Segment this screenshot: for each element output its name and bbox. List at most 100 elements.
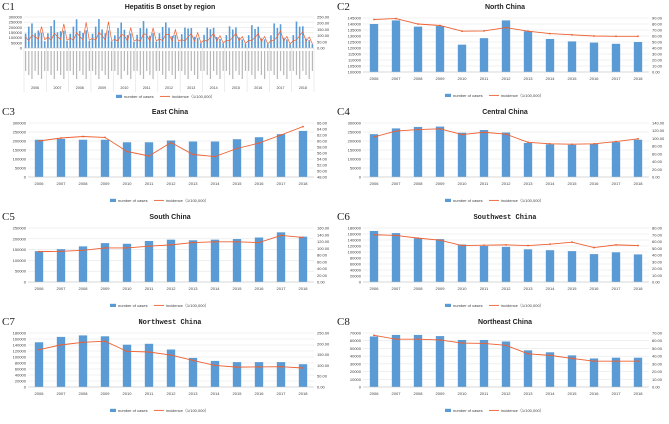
region-axis-label (260, 51, 263, 75)
region-axis-label (232, 51, 234, 79)
bar-number-of-cases (188, 240, 198, 282)
left-axis-tick-label: 250000 (348, 130, 362, 135)
incidence-point (637, 137, 639, 140)
left-axis-tick-label: 60000 (350, 338, 362, 343)
bar-number-of-cases (311, 44, 314, 48)
right-axis-tick-label: 60.00 (652, 151, 663, 156)
year-label: 2008 (79, 391, 89, 396)
region-axis-label (235, 51, 237, 71)
year-label: 2013 (524, 181, 534, 186)
year-label: 2013 (524, 76, 534, 81)
incidence-point (104, 136, 106, 139)
year-label: 2015 (568, 391, 578, 396)
region-axis-label (289, 51, 291, 71)
left-axis-tick-label: 120000 (348, 244, 362, 249)
legend-bars-label: number of cases (453, 93, 483, 98)
incidence-point (571, 33, 573, 36)
region-axis-label (107, 51, 110, 79)
right-axis-tick-label: 50.00 (317, 39, 328, 44)
bar-number-of-cases (567, 144, 577, 177)
panel-c8: C8 Northeast China 0 10000 20000 30000 40000 50… (337, 316, 663, 413)
bar-number-of-cases (203, 34, 205, 48)
year-label: 2013 (189, 286, 199, 291)
region-axis-label (302, 51, 304, 71)
bar-number-of-cases (56, 336, 66, 387)
incidence-point (527, 30, 529, 33)
left-axis-tick-label: 180000 (348, 226, 362, 231)
bar-number-of-cases (24, 33, 27, 48)
region-axis-label (174, 51, 176, 79)
year-label: 2012 (165, 86, 173, 90)
year-label: 2011 (145, 286, 154, 291)
incidence-point (417, 128, 419, 131)
year-label: 2018 (634, 181, 644, 186)
year-label: 2006 (370, 181, 380, 186)
left-axis-tick-label: 135000 (348, 28, 362, 33)
incidence-point (593, 360, 595, 363)
year-label: 2007 (53, 86, 61, 90)
right-axis-tick-label: 20.00 (317, 273, 328, 278)
bar-number-of-cases (545, 39, 555, 72)
year-label: 2011 (480, 76, 489, 81)
left-axis-tick-label: 30000 (350, 361, 362, 366)
chart-title: Southwest China (473, 214, 537, 222)
region-axis-label (270, 51, 272, 71)
legend-bar-swatch (110, 198, 116, 202)
region-axis-label (295, 51, 298, 75)
right-axis-tick-label: 0.00 (317, 385, 326, 390)
region-axis-label (216, 51, 218, 75)
region-axis-label (171, 51, 173, 75)
bar-number-of-cases (78, 30, 81, 48)
bar-number-of-cases (56, 249, 66, 282)
year-label: 2010 (123, 286, 133, 291)
region-axis-label (149, 51, 151, 75)
left-axis-tick-label: 50000 (11, 40, 23, 45)
year-label: 2014 (546, 391, 556, 396)
bar-number-of-cases (63, 30, 65, 48)
bar-number-of-cases (122, 142, 132, 177)
bar-number-of-cases (114, 35, 116, 48)
bar-number-of-cases (72, 26, 75, 48)
bar-number-of-cases (219, 39, 221, 48)
right-axis-tick-label: 100.00 (317, 363, 330, 368)
bar-number-of-cases (238, 37, 240, 48)
region-axis-label (155, 51, 157, 71)
right-axis-tick-label: 250.00 (317, 331, 330, 336)
right-axis-tick-label: 200.00 (317, 21, 330, 26)
year-label: 2006 (35, 391, 45, 396)
bar-number-of-cases (100, 139, 110, 177)
bar-number-of-cases (177, 41, 180, 48)
left-axis-tick-label: 180000 (13, 331, 27, 336)
bar-number-of-cases (457, 132, 467, 177)
bar-number-of-cases (165, 22, 167, 48)
region-axis-label (139, 51, 141, 75)
region-axis-label (111, 51, 113, 71)
bar-number-of-cases (188, 141, 198, 177)
incidence-point (258, 142, 260, 144)
bar-number-of-cases (276, 362, 286, 387)
left-axis-tick-label: 20000 (15, 379, 27, 384)
left-axis-tick-label: 0 (359, 385, 362, 390)
left-axis-tick-label: 100000 (348, 70, 362, 75)
year-label: 2007 (392, 76, 402, 81)
incidence-point (483, 131, 485, 134)
bar-number-of-cases (166, 349, 176, 387)
left-axis-tick-label: 200000 (13, 139, 27, 144)
bar-number-of-cases (158, 33, 161, 48)
panel-label: C8 (337, 316, 350, 328)
region-axis-label (257, 51, 259, 71)
incidence-point (126, 247, 128, 249)
incidence-point (148, 351, 150, 353)
bar-number-of-cases (144, 142, 154, 177)
year-label: 2014 (546, 286, 556, 291)
left-axis-tick-label: 50000 (350, 346, 362, 351)
bar-number-of-cases (298, 130, 308, 177)
bar-number-of-cases (435, 239, 445, 282)
year-label: 2013 (524, 391, 534, 396)
legend-bars-label: number of cases (118, 198, 148, 203)
incidence-point (214, 155, 216, 158)
right-axis-tick-label: 20.00 (652, 266, 663, 271)
legend-bar-swatch (445, 93, 451, 97)
panel-label: C1 (2, 1, 15, 13)
incidence-point (439, 339, 441, 341)
